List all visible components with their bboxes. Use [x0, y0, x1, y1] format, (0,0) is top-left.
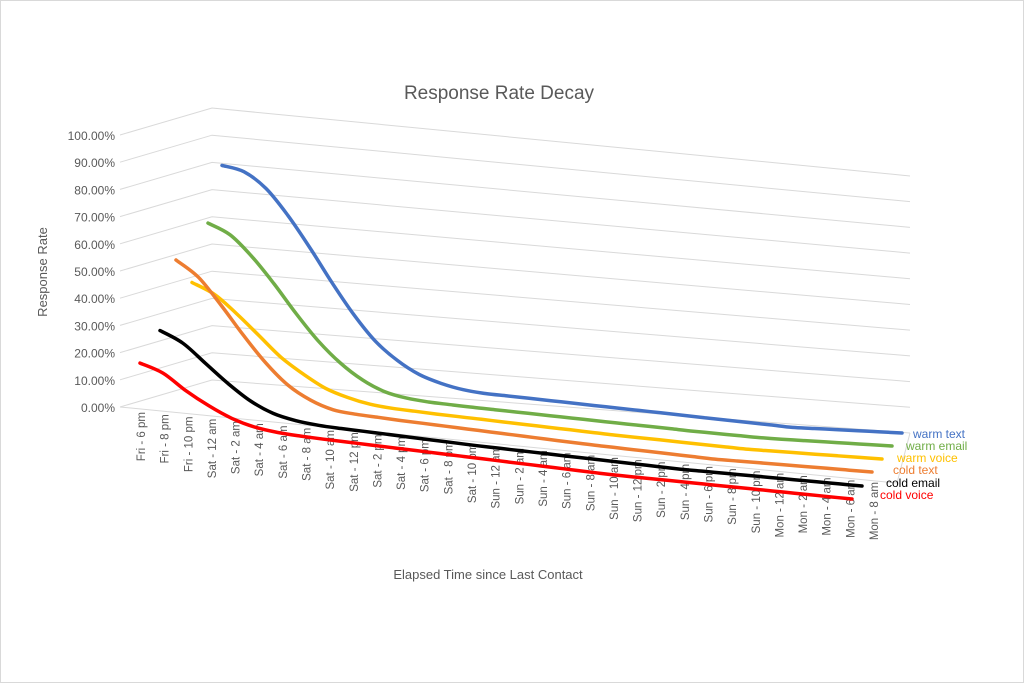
series-label-warm-email: warm email — [905, 439, 967, 453]
x-tick-label: Sat - 8 am — [302, 428, 314, 481]
x-tick-label: Sun - 4 am — [538, 450, 550, 506]
series-label-cold-voice: cold voice — [880, 488, 934, 502]
y-tick-label: 100.00% — [68, 129, 116, 143]
x-tick-label: Sat - 10 pm — [467, 444, 479, 503]
gridline — [119, 107, 911, 177]
x-tick-label: Sat - 12 pm — [349, 432, 361, 491]
y-tick-label: 30.00% — [74, 319, 115, 333]
gridline — [119, 352, 911, 408]
x-tick-label: Fri - 10 pm — [183, 417, 195, 473]
chart-title: Response Rate Decay — [404, 83, 595, 104]
x-tick-label: Sat - 12 am — [207, 419, 219, 478]
y-tick-label: 70.00% — [74, 211, 115, 225]
x-tick-label: Sun - 6 am — [562, 453, 574, 509]
series-line-cold-email — [158, 328, 864, 488]
gridline — [119, 216, 911, 280]
series-label-warm-voice: warm voice — [896, 451, 958, 465]
x-tick-label: Sat - 2 pm — [372, 435, 384, 488]
x-tick-label: Sun - 12 pm — [633, 459, 645, 522]
x-tick-label: Sun - 10 am — [609, 457, 621, 520]
x-tick-label: Sun - 8 am — [585, 455, 597, 511]
x-tick-label: Sun - 6 pm — [703, 466, 715, 522]
gridline — [119, 270, 911, 331]
x-tick-label: Mon - 8 am — [869, 482, 881, 540]
y-tick-label: 10.00% — [74, 374, 115, 388]
gridline — [119, 243, 911, 305]
series-label-cold-text: cold text — [893, 463, 938, 477]
x-tick-label: Sun - 2 pm — [656, 462, 668, 518]
y-tick-label: 60.00% — [74, 238, 115, 252]
x-tick-label: Mon - 6 am — [845, 480, 857, 538]
series-line-cold-voice — [138, 361, 854, 501]
y-tick-label: 90.00% — [74, 156, 115, 170]
x-tick-label: Sun - 8 pm — [727, 468, 739, 524]
y-tick-label: 50.00% — [74, 265, 115, 279]
series-line-cold-text — [174, 258, 874, 474]
gridline — [119, 134, 911, 203]
gridline — [119, 189, 911, 254]
x-tick-label: Sun - 10 pm — [751, 471, 763, 534]
x-tick-label: Sat - 6 am — [278, 426, 290, 479]
y-tick-label: 40.00% — [74, 292, 115, 306]
x-tick-label: Sat - 4 pm — [396, 437, 408, 490]
series-line-warm-email — [206, 221, 894, 448]
y-tick-label: 80.00% — [74, 183, 115, 197]
x-tick-label: Sat - 10 am — [325, 430, 337, 489]
y-axis-ticks: 0.00% 10.00% 20.00% 30.00% 40.00% 50.00% 60.00… — [68, 129, 116, 415]
x-tick-label: Sun - 4 pm — [680, 464, 692, 520]
x-tick-label: Sun - 12 am — [491, 446, 503, 509]
x-tick-label: Mon - 4 am — [822, 477, 834, 535]
x-tick-label: Sun - 2 am — [514, 448, 526, 504]
series-line-warm-voice — [190, 280, 884, 461]
x-tick-label: Mon - 12 am — [774, 473, 786, 538]
series-lines — [138, 163, 904, 501]
x-tick-label: Fri - 6 pm — [136, 412, 148, 461]
x-tick-label: Mon - 2 am — [798, 475, 810, 533]
gridline — [119, 161, 911, 228]
y-axis-label: Response Rate — [35, 227, 50, 317]
x-tick-label: Sat - 6 pm — [420, 439, 432, 492]
gridline — [119, 297, 911, 357]
x-axis-label: Elapsed Time since Last Contact — [393, 567, 583, 582]
x-tick-label: Sat - 2 am — [231, 421, 243, 474]
x-tick-label: Sat - 4 am — [254, 423, 266, 476]
series-line-warm-text — [220, 163, 904, 435]
y-tick-label: 0.00% — [81, 401, 115, 415]
series-label-cold-email: cold email — [886, 476, 940, 490]
y-tick-label: 20.00% — [74, 347, 115, 361]
gridline — [119, 325, 911, 383]
x-tick-label: Sat - 8 pm — [443, 441, 455, 494]
series-label-warm-text: warm text — [912, 427, 966, 441]
x-tick-label: Fri - 8 pm — [160, 414, 172, 463]
